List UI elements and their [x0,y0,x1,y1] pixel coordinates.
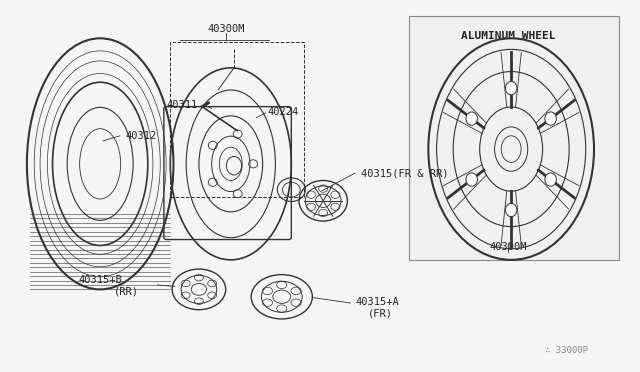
Ellipse shape [545,112,556,125]
Ellipse shape [466,112,477,125]
Ellipse shape [506,81,517,95]
Text: 40315(FR & RR): 40315(FR & RR) [362,168,449,178]
Ellipse shape [506,203,517,217]
Text: 40224: 40224 [268,107,299,117]
Text: 40300M: 40300M [489,242,527,252]
Text: 40300M: 40300M [207,24,244,34]
Text: (RR): (RR) [113,286,138,296]
FancyBboxPatch shape [409,16,620,260]
Text: 40315+B: 40315+B [79,275,122,285]
Text: ∴ 33000P: ∴ 33000P [545,346,588,355]
Text: ALUMINUM WHEEL: ALUMINUM WHEEL [461,32,556,41]
Text: 40315+A: 40315+A [355,297,399,307]
Ellipse shape [545,173,556,186]
Text: (FR): (FR) [368,308,393,318]
Text: 40311: 40311 [166,100,198,110]
Text: 40312: 40312 [125,131,157,141]
Ellipse shape [466,173,477,186]
